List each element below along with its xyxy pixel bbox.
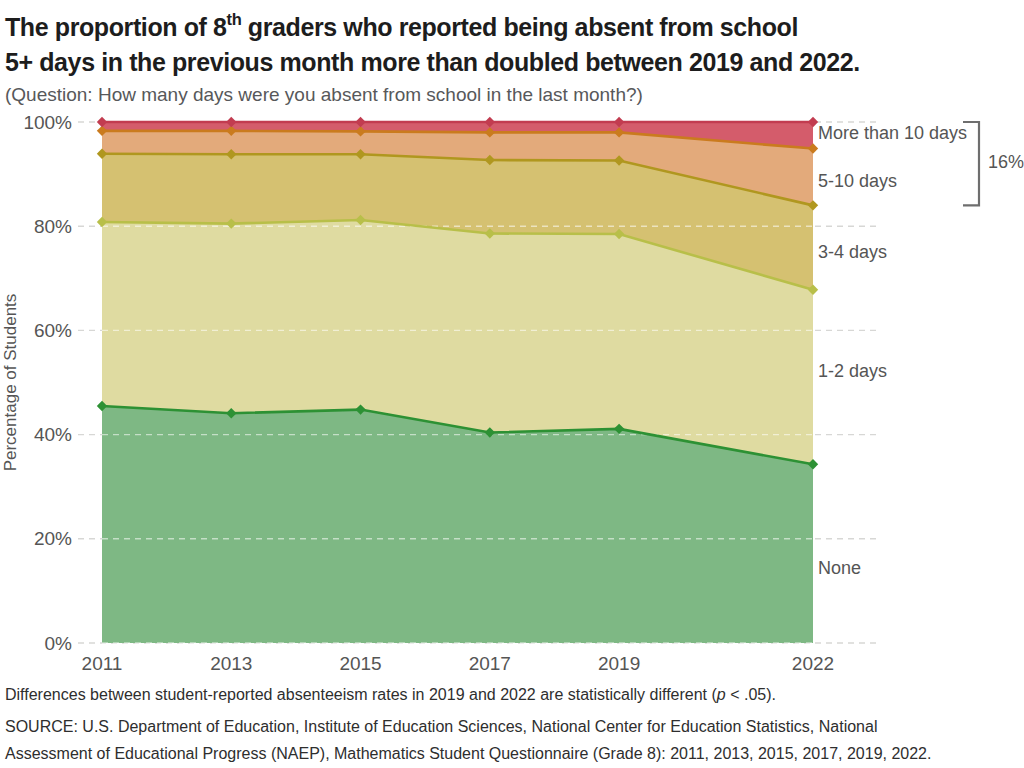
note-text: Differences between student-reported abs… — [5, 686, 717, 703]
x-tick-label: 2017 — [469, 653, 511, 674]
title-text-line2: 5+ days in the previous month more than … — [5, 48, 860, 76]
series-label-none: None — [818, 558, 861, 579]
source-attribution: SOURCE: U.S. Department of Education, In… — [5, 714, 931, 767]
y-tick-label: 20% — [34, 528, 72, 549]
y-axis-title: Percentage of Students — [1, 294, 20, 472]
title-superscript: th — [227, 10, 242, 28]
series-label-more-than-10-days: More than 10 days — [818, 123, 967, 144]
x-tick-label: 2013 — [210, 653, 252, 674]
absenteeism-report-page: The proportion of 8th graders who report… — [0, 0, 1024, 768]
y-tick-label: 60% — [34, 320, 72, 341]
statistical-note: Differences between student-reported abs… — [5, 686, 776, 704]
series-label-1-2-days: 1-2 days — [818, 361, 887, 382]
stacked-area-chart: 0% 20% 40% 60% 80% 100% 2011 2013 2015 2017 2019 20… — [0, 110, 1024, 688]
page-title: The proportion of 8th graders who report… — [5, 4, 1019, 80]
bracket-value-label: 16% — [988, 152, 1024, 173]
note-text-end: < .05). — [726, 686, 776, 703]
y-tick-label: 40% — [34, 424, 72, 445]
y-tick-label: 0% — [45, 633, 73, 654]
series-label-5-10-days: 5-10 days — [818, 171, 897, 192]
x-tick-label: 2022 — [792, 653, 834, 674]
x-tick-label: 2019 — [598, 653, 640, 674]
chart-subtitle-question: (Question: How many days were you absent… — [5, 84, 643, 106]
y-tick-label: 100% — [23, 112, 72, 133]
title-text-line1-rest: graders who reported being absent from s… — [241, 13, 798, 41]
x-tick-label: 2015 — [339, 653, 381, 674]
source-line-1: SOURCE: U.S. Department of Education, In… — [5, 714, 931, 741]
note-p-symbol: p — [717, 686, 726, 703]
x-tick-label: 2011 — [82, 653, 123, 674]
title-text-start: The proportion of 8 — [5, 13, 227, 41]
source-line-2: Assessment of Educational Progress (NAEP… — [5, 741, 931, 768]
series-label-3-4-days: 3-4 days — [818, 242, 887, 263]
y-tick-label: 80% — [34, 216, 72, 237]
